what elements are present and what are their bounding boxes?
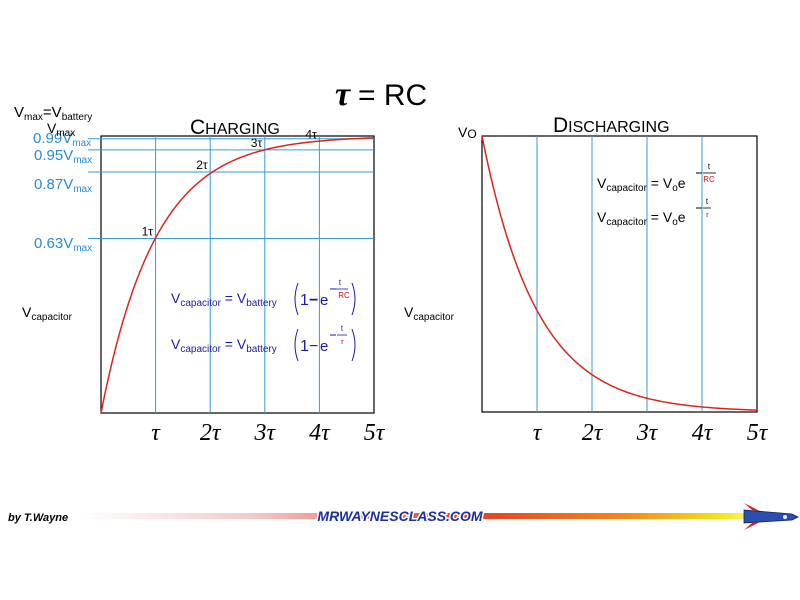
discharging-y-label: Vcapacitor <box>404 304 455 323</box>
svg-text:τ: τ <box>341 337 345 346</box>
charging-formula-tau: Vcapacitor = Vbattery 1 − e t τ <box>171 324 356 362</box>
charging-level-label-0: 0.99Vmax <box>33 130 91 149</box>
charging-level-label-2: 0.87Vmax <box>34 176 92 195</box>
charging-point-labels: 1τ 2τ 3τ 4τ <box>142 128 317 239</box>
charging-xtick-3: 3τ <box>254 420 277 446</box>
svg-text:1: 1 <box>300 292 309 309</box>
svg-text:t: t <box>706 197 709 206</box>
discharging-curve <box>481 135 758 411</box>
charging-point-label-4: 4τ <box>305 128 317 142</box>
charging-formula-rc: Vcapacitor = Vbattery 1 − e t RC <box>171 278 356 316</box>
svg-text:t: t <box>341 324 344 333</box>
svg-text:−: − <box>309 292 318 309</box>
charging-xtick-4: 4τ <box>309 420 331 446</box>
discharging-chart: DISCHARGING τ 2τ 3τ 4τ 5τ VO Vcapacitor Vcap… <box>404 114 769 446</box>
charging-x-ticks: τ 2τ 3τ 4τ 5τ <box>151 420 385 446</box>
svg-text:e: e <box>320 292 328 309</box>
svg-text:t: t <box>708 162 711 171</box>
charging-point-label-1: 1τ <box>142 224 154 238</box>
site-logo: MRWAYNESCLASS.COM <box>317 508 482 524</box>
v0-label: VO <box>458 124 477 141</box>
discharging-formula-tau: Vcapacitor = Voe t τ <box>597 197 711 228</box>
svg-text:Vcapacitor = Vbattery: Vcapacitor = Vbattery <box>171 336 277 355</box>
svg-text:τ: τ <box>706 210 710 219</box>
charging-y-label: Vcapacitor <box>22 304 73 323</box>
slide-title-rest: = RC <box>358 79 427 112</box>
svg-text:Vcapacitor = Voe: Vcapacitor = Voe <box>597 175 686 194</box>
charging-point-label-2: 2τ <box>196 158 208 172</box>
discharging-xtick-2: 2τ <box>582 420 604 446</box>
svg-text:t: t <box>339 278 342 287</box>
svg-text:RC: RC <box>338 291 350 300</box>
svg-text:1: 1 <box>300 338 309 355</box>
charging-xtick-2: 2τ <box>200 420 222 446</box>
discharging-xtick-4: 4τ <box>692 420 714 446</box>
svg-text:e: e <box>320 338 328 355</box>
rocket-icon <box>743 503 799 530</box>
discharging-xtick-5: 5τ <box>747 420 769 446</box>
slide-title-tau: τ <box>335 76 351 113</box>
charging-level-label-3: 0.63Vmax <box>34 235 92 254</box>
discharging-formula-rc: Vcapacitor = Voe t RC <box>597 162 716 194</box>
charging-point-label-3: 3τ <box>251 136 263 150</box>
charging-plot-frame <box>100 135 375 414</box>
charging-gridlines <box>88 136 374 413</box>
discharging-xtick-1: τ <box>533 420 543 446</box>
discharging-title: DISCHARGING <box>553 114 670 137</box>
footer-stripe <box>80 513 780 519</box>
discharging-x-ticks: τ 2τ 3τ 4τ 5τ <box>533 420 769 446</box>
charging-curve <box>100 137 375 414</box>
author-credit: by T.Wayne <box>8 512 68 524</box>
discharging-gridlines <box>536 136 703 412</box>
discharging-xtick-3: 3τ <box>636 420 659 446</box>
svg-text:−: − <box>309 338 318 355</box>
charging-title: CHARGING <box>190 116 280 139</box>
vmax-axis-label: Vmax <box>47 120 75 139</box>
charging-xtick-1: τ <box>151 420 161 446</box>
svg-text:Vcapacitor = Vbattery: Vcapacitor = Vbattery <box>171 290 277 309</box>
discharging-plot-frame <box>481 135 758 413</box>
vmax-equals-vbattery: Vmax=Vbattery <box>14 104 92 123</box>
footer: by T.Wayne MRWAYNESCLASS.COM <box>8 503 799 530</box>
charging-level-label-1: 0.95Vmax <box>34 147 92 166</box>
svg-text:Vcapacitor = Voe: Vcapacitor = Voe <box>597 209 686 228</box>
charging-xtick-5: 5τ <box>364 420 386 446</box>
svg-text:RC: RC <box>703 175 715 184</box>
